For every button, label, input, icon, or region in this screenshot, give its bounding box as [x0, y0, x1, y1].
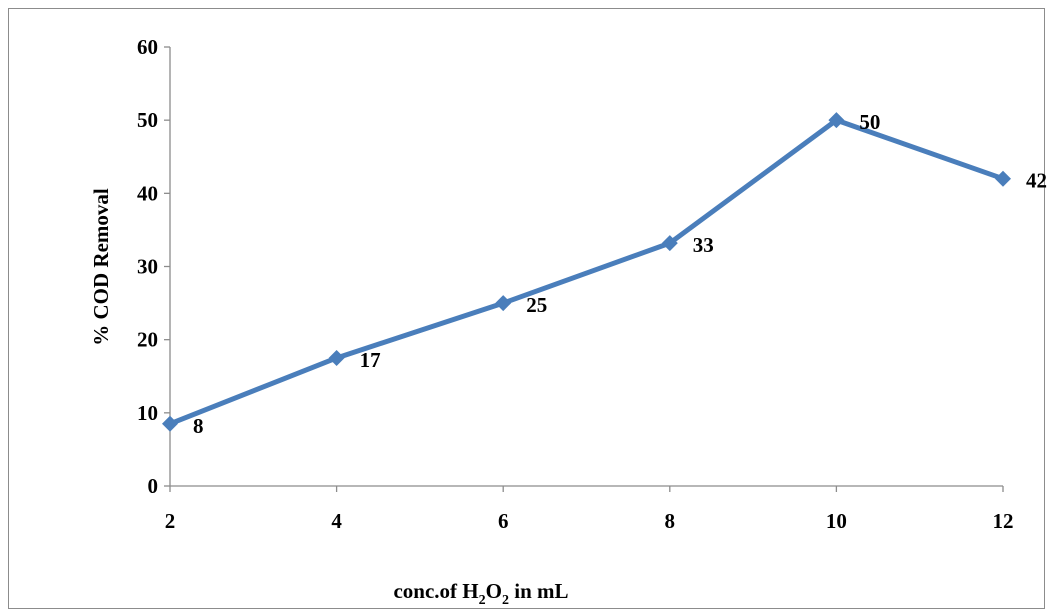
series-line [167, 117, 1006, 427]
y-tick-label: 0 [148, 474, 159, 498]
data-label: 33 [693, 233, 714, 257]
x-axis-title-sub2: 2 [502, 593, 509, 608]
data-label: 8 [193, 414, 204, 438]
x-axis-title-suffix: in mL [509, 579, 569, 603]
data-point-marker [328, 349, 345, 366]
data-labels: 8 17 25 33 50 42 [193, 110, 1047, 438]
data-label: 25 [526, 293, 547, 317]
y-tick-label: 60 [137, 35, 158, 59]
x-tick-label: 10 [826, 509, 847, 533]
x-tick-label: 12 [993, 509, 1014, 533]
data-point-marker [828, 112, 845, 129]
data-label: 17 [360, 348, 381, 372]
x-axis-title-prefix: conc.of H [393, 579, 478, 603]
y-tick-label: 40 [137, 181, 158, 205]
y-tick-label: 20 [137, 328, 158, 352]
data-label: 50 [859, 110, 880, 134]
y-tick-label: 30 [137, 255, 158, 279]
x-tick-label: 2 [165, 509, 176, 533]
y-tick-label: 10 [137, 401, 158, 425]
y-axis-title: % COD Removal [89, 188, 113, 346]
chart-frame [8, 8, 1045, 609]
x-axis-title: conc.of H2O2 in mL [393, 579, 568, 608]
y-tick-label: 50 [137, 108, 158, 132]
series [162, 112, 1011, 432]
y-axis: 0 10 20 30 40 50 60 [137, 35, 171, 498]
data-point-marker [661, 235, 678, 252]
x-axis-title-mid: O [486, 579, 502, 603]
x-tick-label: 4 [331, 509, 342, 533]
x-axis: 2 4 6 8 10 12 [165, 485, 1014, 533]
data-point-marker [162, 415, 178, 432]
x-tick-label: 8 [665, 509, 676, 533]
x-axis-title-sub1: 2 [479, 593, 486, 608]
data-label: 42 [1026, 169, 1047, 193]
data-point-marker [995, 170, 1011, 187]
data-point-marker [495, 295, 512, 312]
x-tick-label: 6 [498, 509, 509, 533]
